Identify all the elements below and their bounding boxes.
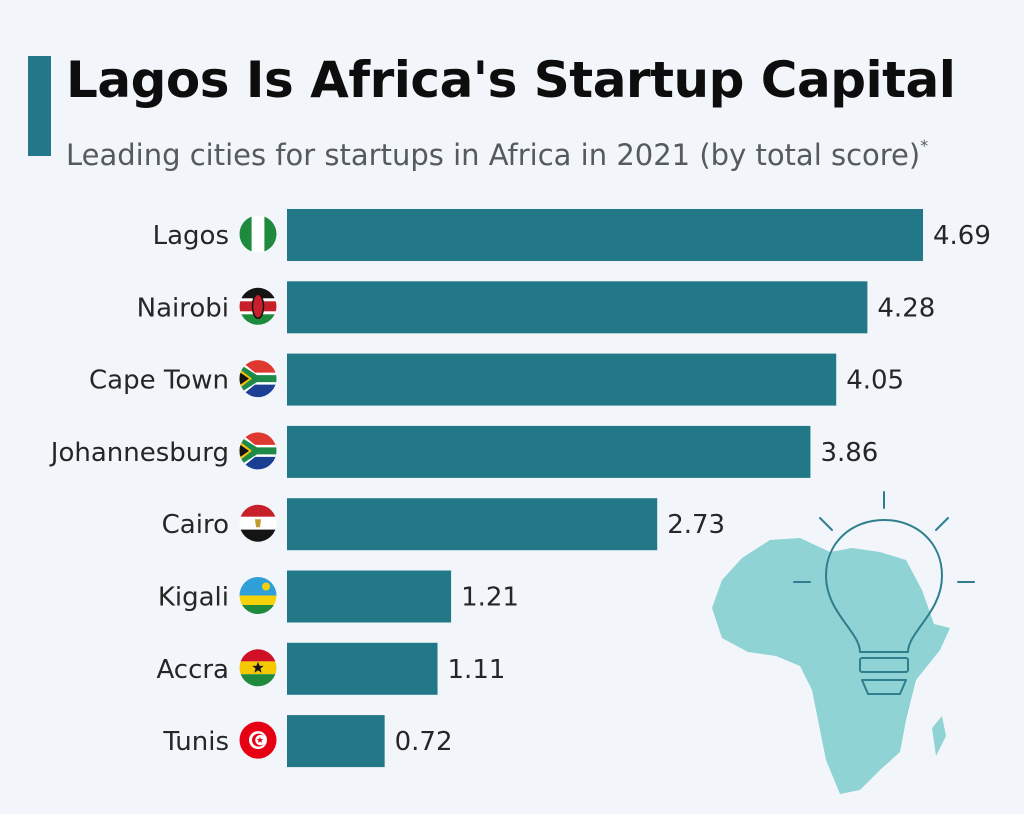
value-label: 4.05 <box>846 366 904 396</box>
value-label: 1.11 <box>448 655 506 685</box>
title-accent-bar <box>28 56 51 156</box>
bar-row: Cairo 2.73 <box>162 498 725 551</box>
value-label: 2.73 <box>667 510 725 540</box>
value-label: 1.21 <box>461 583 519 613</box>
category-label: Johannesburg <box>49 438 229 468</box>
bar-row: Lagos 4.69 <box>153 209 991 261</box>
category-label: Cape Town <box>89 366 229 396</box>
category-label: Lagos <box>153 221 229 251</box>
bar-row: Kigali 1.21 <box>158 570 519 623</box>
bar-tunis <box>287 715 385 768</box>
kenya-flag-icon <box>239 287 277 325</box>
bar-accra <box>287 642 438 695</box>
category-label: Cairo <box>162 510 229 540</box>
bars-layer: Lagos 4.69 Nairobi 4.28 Cape Town 4.05 Johanne… <box>49 209 991 768</box>
value-label: 4.69 <box>933 221 991 251</box>
bar-lagos <box>287 209 923 261</box>
bar-nairobi <box>287 281 868 334</box>
category-label: Nairobi <box>137 293 229 323</box>
bar-cape-town <box>287 353 837 406</box>
bar-row: Johannesburg 3.86 <box>49 425 878 478</box>
bar-row: Nairobi 4.28 <box>137 281 935 334</box>
category-label: Accra <box>156 655 229 685</box>
ghana-flag-icon <box>239 649 277 687</box>
bar-row: Accra 1.11 <box>156 642 506 695</box>
category-label: Kigali <box>158 583 229 613</box>
chart-subtitle: Leading cities for startups in Africa in… <box>66 126 928 175</box>
bar-row: Cape Town 4.05 <box>89 353 904 406</box>
rwanda-flag-icon <box>239 577 277 614</box>
bar-row: Tunis 0.72 <box>162 715 453 768</box>
category-label: Tunis <box>162 727 229 757</box>
value-label: 3.86 <box>820 438 878 468</box>
bar-kigali <box>287 570 452 623</box>
tunisia-flag-icon <box>239 721 277 759</box>
egypt-flag-icon <box>239 504 277 542</box>
value-label: 4.28 <box>877 293 935 323</box>
chart-title: Lagos Is Africa's Startup Capital <box>66 51 956 109</box>
south-africa-flag-icon <box>239 432 277 470</box>
nigeria-flag-icon <box>239 215 277 253</box>
bar-cairo <box>287 498 658 551</box>
chart-subtitle-text: Leading cities for startups in Africa in… <box>66 138 921 172</box>
bar-johannesburg <box>287 425 811 478</box>
value-label: 0.72 <box>395 727 453 757</box>
south-africa-flag-icon <box>239 360 277 398</box>
footnote-mark: * <box>920 136 929 155</box>
africa-map-icon <box>712 538 950 794</box>
lightbulb-icon <box>793 491 975 695</box>
